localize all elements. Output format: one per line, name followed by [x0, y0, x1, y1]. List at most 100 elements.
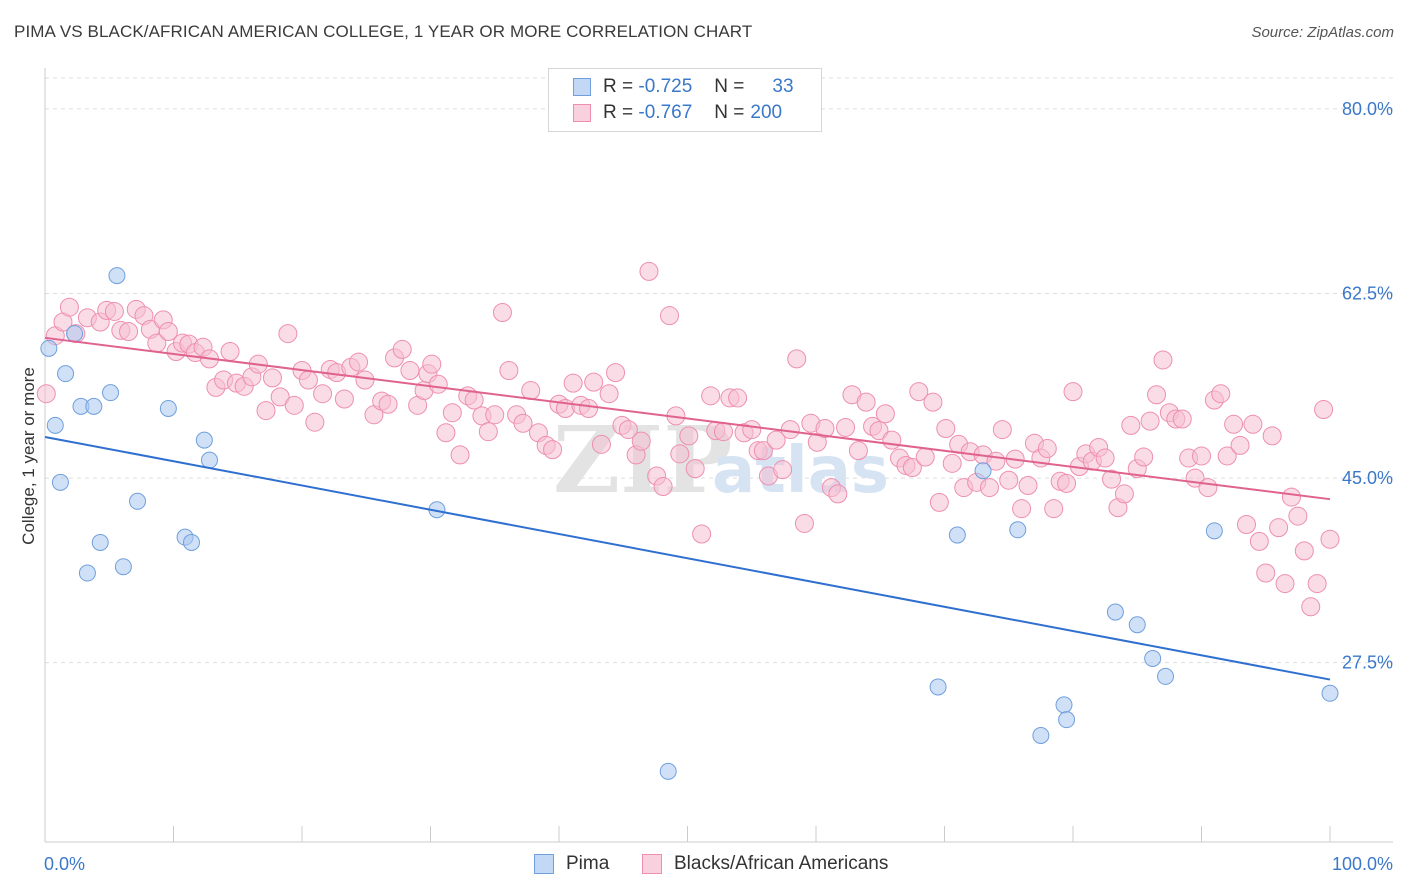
chart-title: PIMA VS BLACK/AFRICAN AMERICAN COLLEGE, …	[14, 22, 753, 41]
y-axis-label: College, 1 year or more	[19, 367, 38, 545]
black-point	[262, 368, 282, 388]
black-point	[882, 430, 902, 450]
pima-point	[1009, 521, 1027, 539]
pima-point	[46, 416, 64, 434]
black-point	[464, 390, 484, 410]
black-point	[618, 420, 638, 440]
pima-point	[1058, 711, 1076, 729]
bottom-legend-black: Blacks/African Americans	[642, 852, 888, 876]
pima-point	[108, 267, 126, 285]
pima-point	[85, 397, 103, 415]
black-point	[478, 422, 498, 442]
black-point	[305, 412, 325, 432]
black-point	[836, 417, 856, 437]
black-point	[915, 447, 935, 467]
pima-point	[1128, 616, 1146, 634]
black-point	[563, 373, 583, 393]
black-point	[1057, 473, 1077, 493]
black-point	[36, 384, 56, 404]
black-point	[631, 431, 651, 451]
black-point	[856, 392, 876, 412]
black-point	[639, 261, 659, 281]
black-point	[59, 297, 79, 317]
tick-labels: 27.5% 45.0% 62.5% 80.0%	[1342, 99, 1393, 673]
pima-trend-line	[44, 435, 1331, 681]
black-point	[902, 458, 922, 478]
pima-point	[200, 451, 218, 469]
black-point	[875, 404, 895, 424]
pima-point	[40, 339, 58, 357]
pima-point	[159, 399, 177, 417]
pima-point	[102, 384, 120, 402]
black-point	[1320, 529, 1340, 549]
black-point	[742, 420, 762, 440]
legend-r-value: -0.725	[638, 76, 693, 97]
pima-point	[659, 762, 677, 780]
black-point	[923, 392, 943, 412]
black-point	[436, 423, 456, 443]
black-point	[1095, 448, 1115, 468]
black-point	[1114, 484, 1134, 504]
black-point	[992, 420, 1012, 440]
pima-point	[182, 533, 200, 551]
black-point	[1018, 475, 1038, 495]
pima-point	[78, 564, 96, 582]
black-trend-line	[44, 336, 1331, 501]
black-point	[670, 444, 690, 464]
black-swatch	[573, 104, 591, 122]
black-point	[349, 352, 369, 372]
black-point	[848, 441, 868, 461]
pima-point	[929, 678, 947, 696]
black-legend-label: Blacks/African Americans	[674, 853, 889, 874]
black-point	[936, 419, 956, 439]
black-point	[1121, 415, 1141, 435]
black-point	[1044, 499, 1064, 519]
black-point	[815, 419, 835, 439]
black-point	[428, 374, 448, 394]
black-point	[1192, 446, 1211, 466]
black-point	[1301, 597, 1321, 617]
legend-n-value: 33	[772, 76, 794, 97]
black-point	[1153, 350, 1173, 370]
black-point	[278, 324, 298, 344]
pima-point	[1321, 684, 1339, 702]
legend-row-pima: R = -0.725 N = 33	[573, 76, 794, 98]
pima-point	[1144, 649, 1162, 667]
black-point	[599, 384, 619, 404]
black-point	[1198, 478, 1218, 498]
pima-legend-swatch	[534, 854, 554, 874]
black-point	[378, 394, 398, 414]
black-point	[766, 430, 786, 450]
black-point	[1037, 439, 1057, 459]
black-point	[1217, 446, 1237, 466]
black-point	[787, 349, 807, 369]
x-min-label: 0.0%	[44, 854, 85, 874]
black-point	[1211, 384, 1231, 404]
pima-point	[66, 325, 84, 343]
pima-point	[1106, 603, 1124, 621]
axes	[44, 68, 1393, 843]
black-point	[606, 363, 626, 383]
black-point	[1236, 515, 1256, 535]
black-point	[1102, 469, 1122, 489]
black-point	[660, 306, 680, 326]
y-tick-label: 80.0%	[1342, 99, 1393, 119]
pima-series-points	[40, 267, 1339, 780]
black-point	[104, 301, 124, 321]
black-point	[692, 524, 712, 544]
black-point	[1275, 574, 1295, 594]
black-point	[513, 413, 533, 433]
black-point	[1262, 426, 1282, 446]
black-point	[422, 354, 442, 374]
black-point	[728, 388, 748, 408]
bottom-legend-pima: Pima	[534, 852, 609, 876]
black-point	[584, 372, 604, 392]
black-point	[1230, 435, 1250, 455]
black-point	[1249, 531, 1269, 551]
legend-n-label: N =	[714, 102, 745, 123]
pima-point	[1032, 726, 1050, 744]
legend-n-value: 200	[750, 102, 783, 123]
black-point	[713, 422, 733, 442]
black-point	[679, 426, 699, 446]
pima-point	[129, 492, 147, 510]
